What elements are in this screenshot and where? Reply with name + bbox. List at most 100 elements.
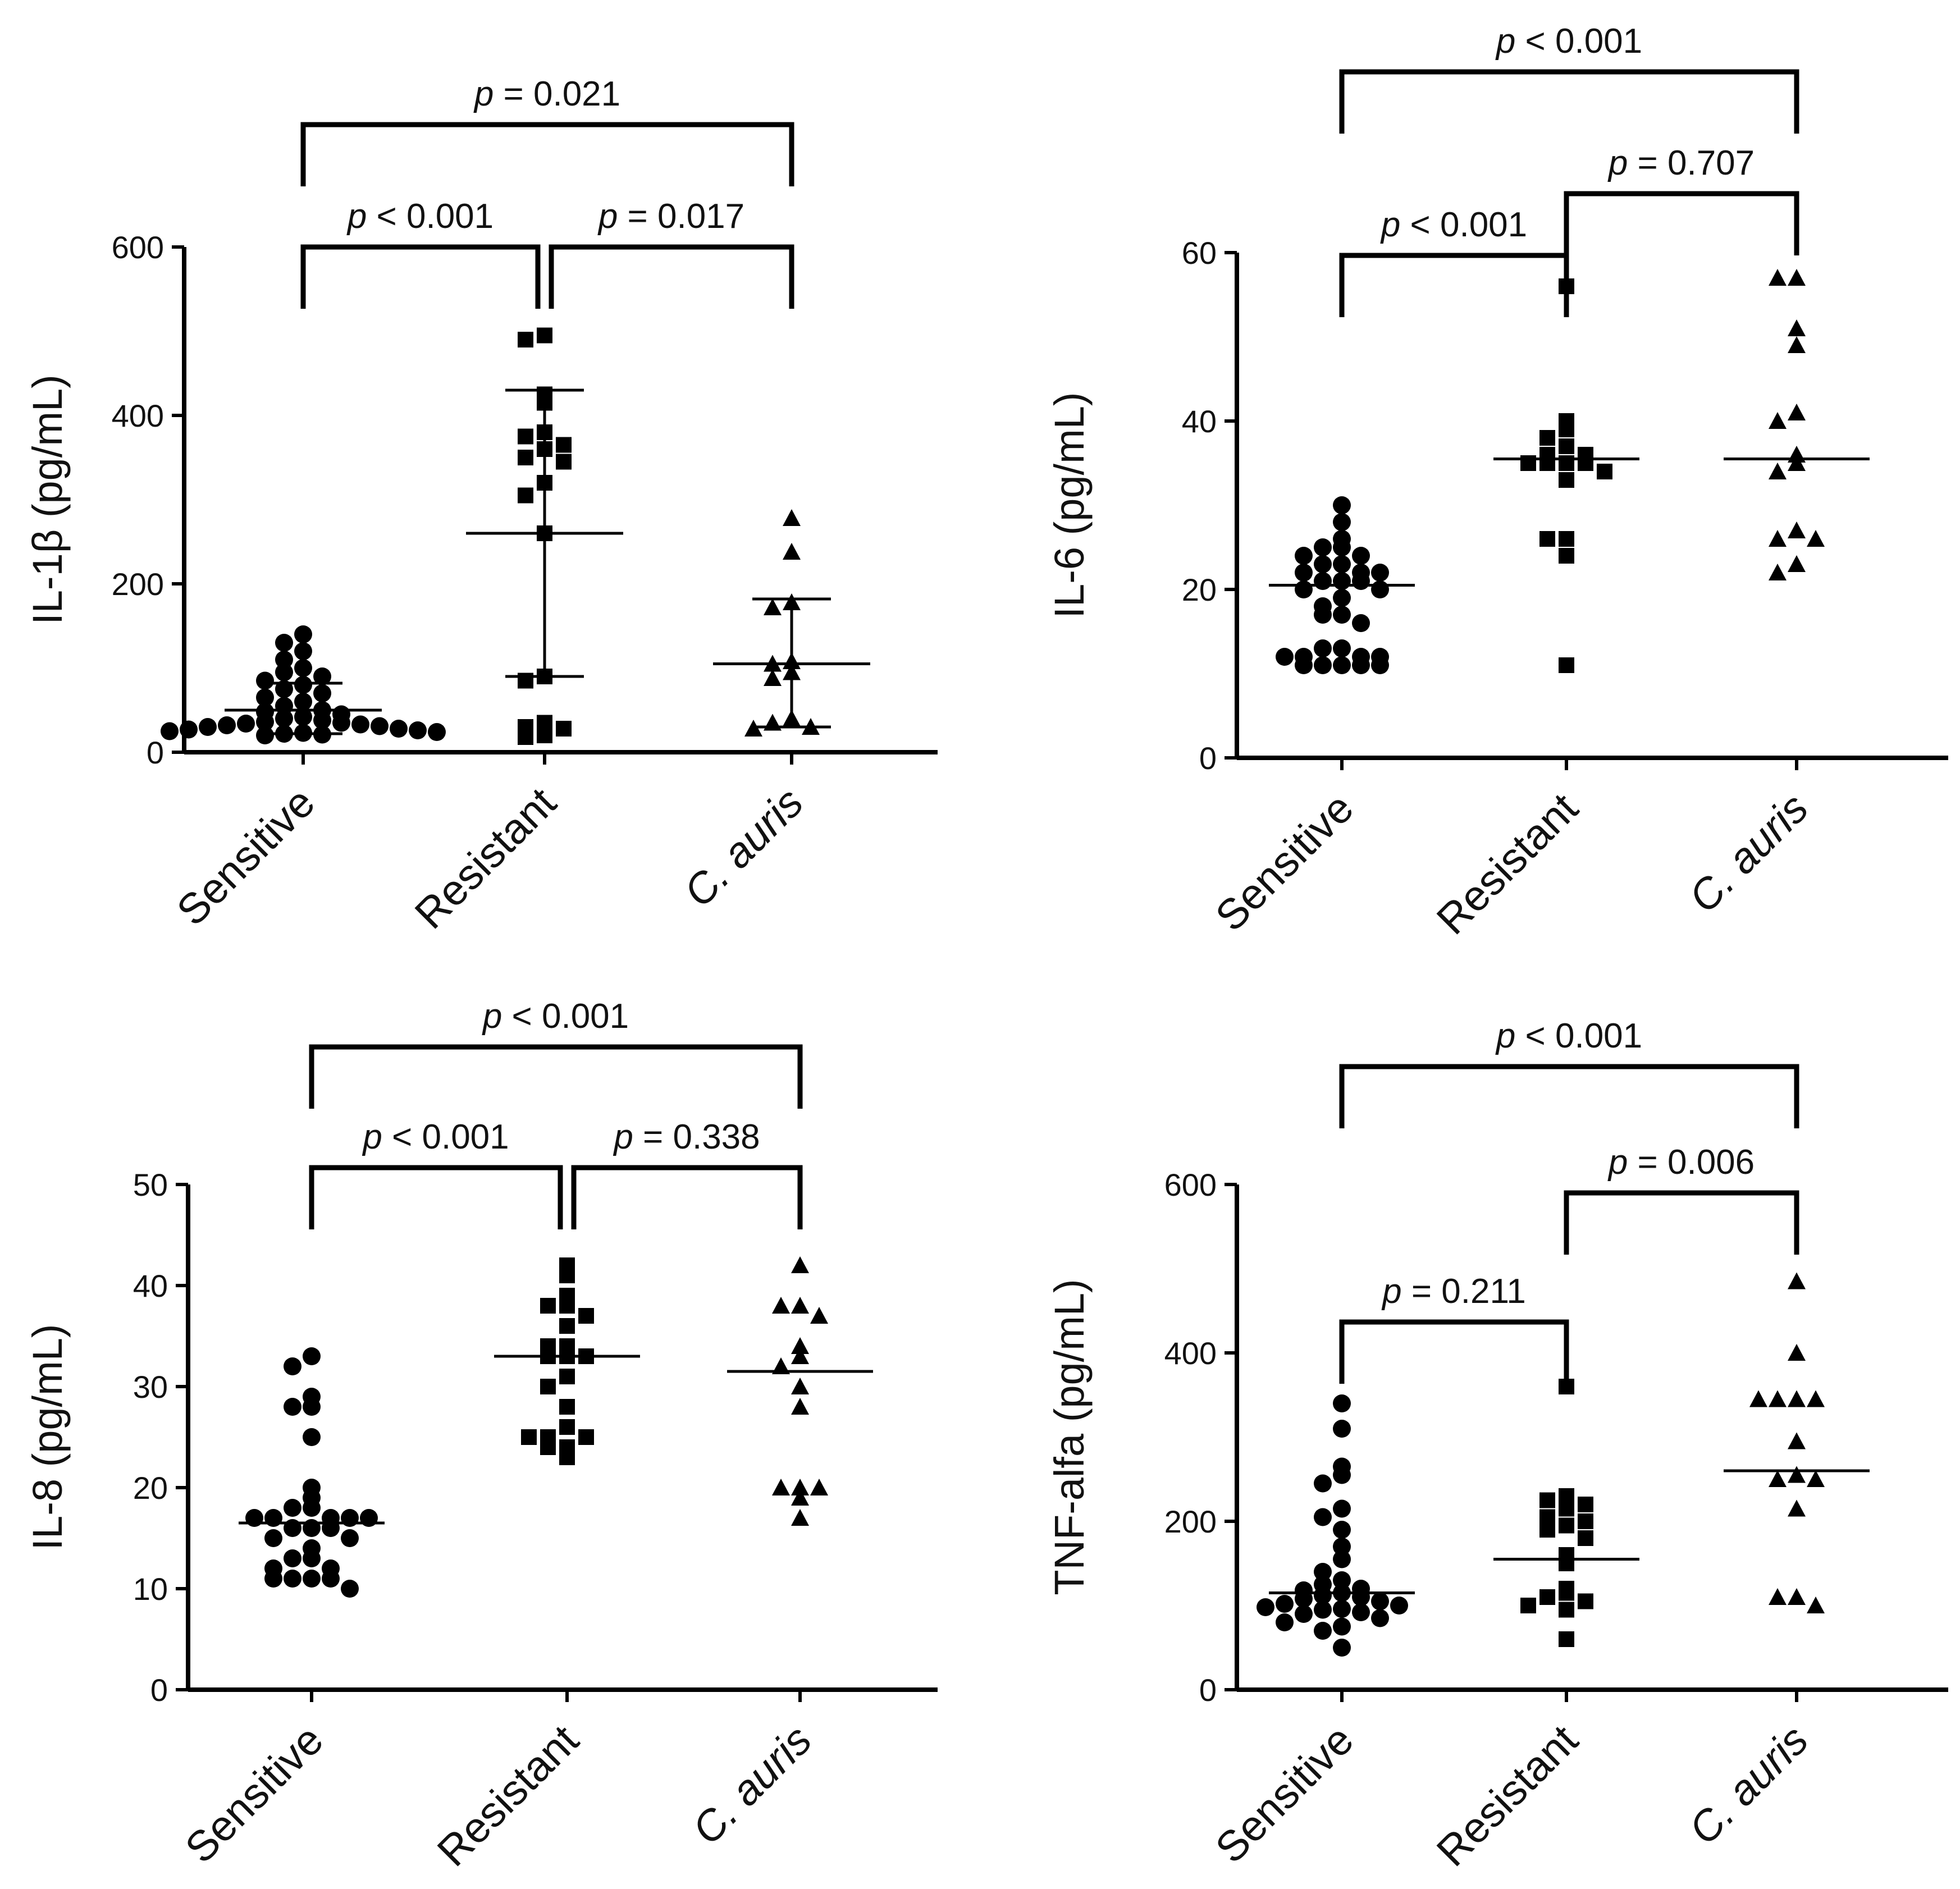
data-point <box>1539 1522 1555 1538</box>
data-point <box>1314 538 1332 556</box>
category-label-c-auris: C. auris <box>1680 784 1817 922</box>
y-axis-label: TNF-alfa (pg/mL) <box>1046 1279 1093 1595</box>
data-point <box>1769 564 1787 580</box>
p-value-label: p = 0.338 <box>613 1118 760 1156</box>
data-point <box>284 1357 301 1375</box>
category-label-sensitive: Sensitive <box>1207 1716 1363 1872</box>
significance-bracket: p = 0.021 <box>300 75 794 186</box>
data-point <box>1333 1521 1351 1539</box>
group-resistant <box>494 1257 640 1465</box>
data-point <box>303 1398 321 1416</box>
data-point <box>1578 1513 1593 1529</box>
data-point <box>1333 555 1351 573</box>
data-point <box>1333 589 1351 607</box>
data-point <box>1788 1432 1806 1449</box>
data-point <box>1314 639 1332 657</box>
p-value-label: p = 0.707 <box>1607 144 1755 182</box>
panel-il1b: 0 200 400 600 IL-1β (pg/mL) Sensitive Resistan… <box>24 75 938 938</box>
y-tick-label: 40 <box>1182 404 1217 439</box>
category-label-resistant: Resistant <box>1428 1716 1587 1876</box>
significance-bracket: p = 0.338 <box>571 1118 803 1229</box>
data-point <box>1788 1499 1806 1517</box>
data-point <box>1559 438 1574 454</box>
data-point <box>1559 531 1574 547</box>
bracket-line <box>1339 1064 1799 1128</box>
data-point <box>390 720 408 738</box>
category-label-resistant: Resistant <box>406 779 565 938</box>
data-point <box>556 454 572 470</box>
data-point <box>1559 472 1574 488</box>
bracket-line <box>309 1044 803 1109</box>
group-resistant <box>1493 278 1639 673</box>
data-point <box>264 1529 282 1547</box>
data-point <box>1333 606 1351 624</box>
data-point <box>772 1297 790 1314</box>
data-point <box>1539 531 1555 547</box>
data-point <box>559 1399 575 1415</box>
data-point <box>256 726 274 744</box>
data-point <box>264 1570 282 1588</box>
data-point <box>284 1549 301 1567</box>
data-point <box>1333 656 1351 674</box>
data-point <box>1788 555 1806 572</box>
significance-bracket: p < 0.001 <box>1339 1017 1799 1128</box>
data-point <box>256 671 274 690</box>
data-point <box>537 728 552 743</box>
group-c-auris <box>713 509 870 737</box>
y-axis-label: IL-1β (pg/mL) <box>24 374 71 625</box>
significance-bracket: p < 0.001 <box>300 197 541 309</box>
data-point <box>1788 454 1806 471</box>
data-point <box>1314 1563 1332 1581</box>
data-point <box>1769 1470 1787 1487</box>
data-point <box>791 1378 809 1394</box>
category-label-sensitive: Sensitive <box>176 1716 332 1872</box>
data-point <box>540 1439 556 1455</box>
data-point <box>518 450 533 465</box>
data-point <box>1539 1589 1555 1605</box>
data-point <box>1559 1585 1574 1601</box>
data-point <box>559 1318 575 1334</box>
y-tick-label: 30 <box>133 1369 168 1405</box>
panel-il6: 0 20 40 60 IL-6 (pg/mL) Sensitive Resistant C. … <box>1046 22 1948 944</box>
group-sensitive <box>239 1347 385 1598</box>
data-point <box>1559 1631 1574 1647</box>
data-point <box>199 718 217 736</box>
data-point <box>275 651 293 669</box>
y-tick-label: 600 <box>112 230 164 265</box>
data-point <box>556 437 572 453</box>
p-value-label: p = 0.211 <box>1381 1272 1526 1311</box>
panel-tnf: 0 200 400 600 TNF-alfa (pg/mL) Sensitive Resis… <box>1046 1017 1948 1876</box>
data-point <box>1333 1394 1351 1412</box>
data-point <box>303 1549 321 1567</box>
data-point <box>1333 1550 1351 1568</box>
data-point <box>1314 1508 1332 1526</box>
data-point <box>1559 1501 1574 1517</box>
data-point <box>791 1297 809 1314</box>
data-point <box>351 715 369 734</box>
y-tick-label: 10 <box>133 1571 168 1607</box>
p-value-label: p < 0.001 <box>1380 205 1527 244</box>
p-value-label: p < 0.001 <box>362 1118 509 1156</box>
y-tick-label: 20 <box>133 1470 168 1506</box>
group-c-auris <box>727 1256 873 1526</box>
data-point <box>1257 1598 1274 1616</box>
bracket-line <box>571 1165 803 1229</box>
data-point <box>1333 1499 1351 1518</box>
data-point <box>1314 572 1332 590</box>
data-point <box>1352 572 1370 590</box>
y-tick-label: 0 <box>1199 1672 1217 1708</box>
data-point <box>578 1429 594 1445</box>
y-tick-label: 200 <box>112 566 164 602</box>
data-point <box>1333 639 1351 657</box>
data-point <box>294 625 312 643</box>
data-point <box>1295 656 1313 674</box>
y-tick-label: 600 <box>1164 1167 1217 1202</box>
data-point <box>559 1449 575 1465</box>
data-point <box>1333 1538 1351 1556</box>
data-point <box>275 634 293 652</box>
data-point <box>218 716 236 734</box>
data-point <box>1333 572 1351 590</box>
data-point <box>341 1580 359 1598</box>
significance-bracket: p < 0.001 <box>309 997 803 1109</box>
